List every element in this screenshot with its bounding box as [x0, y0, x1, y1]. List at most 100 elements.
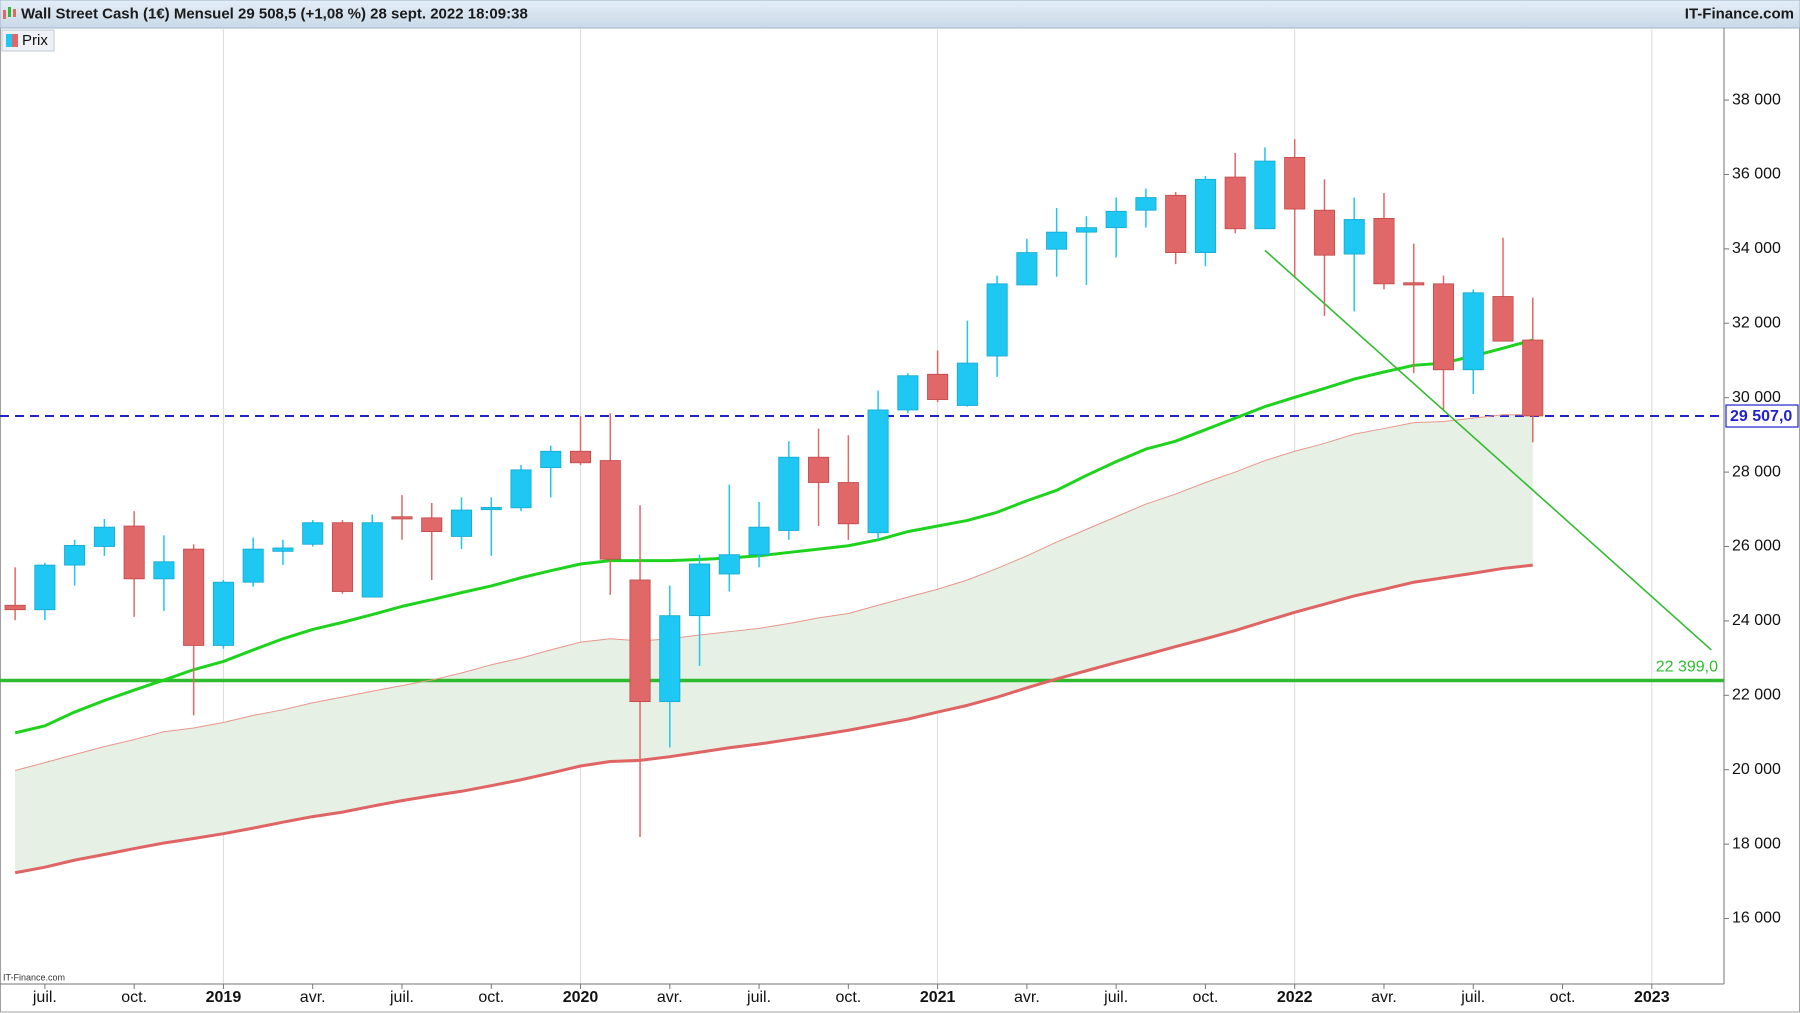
candle-body [34, 564, 56, 611]
x-tick-label: juil. [389, 989, 414, 1006]
legend-swatch-down [12, 34, 18, 47]
y-tick-label: 18 000 [1732, 835, 1781, 852]
x-tick-label: 2019 [206, 989, 242, 1006]
x-tick-label: juil. [32, 989, 57, 1006]
x-tick-label: juil. [746, 989, 771, 1006]
candle-body [1165, 194, 1187, 253]
y-tick-label: 34 000 [1732, 240, 1781, 257]
y-tick-label: 26 000 [1732, 538, 1781, 555]
level-label: 29 507,0 [1730, 408, 1792, 425]
y-tick-label: 22 000 [1732, 687, 1781, 704]
candle-body [361, 522, 383, 598]
x-tick-label: 2021 [920, 989, 956, 1006]
candle-body [153, 561, 175, 580]
y-tick-label: 20 000 [1732, 761, 1781, 778]
x-tick-label: juil. [1460, 989, 1485, 1006]
candle-body [510, 469, 532, 509]
candle-body [1105, 210, 1127, 229]
candle-body [1194, 178, 1216, 253]
x-tick-label: avr. [1371, 989, 1397, 1006]
candle-body [450, 509, 473, 537]
legend-swatch-up [6, 34, 12, 47]
candle-body [659, 615, 681, 703]
candle-body [212, 581, 234, 646]
moving-average-line [14, 563, 1533, 875]
y-tick-label: 16 000 [1732, 910, 1781, 927]
legend: Prix [1, 29, 55, 52]
candle-body [986, 283, 1008, 357]
x-tick-label: juil. [1103, 989, 1128, 1006]
candle-body [956, 362, 978, 406]
y-tick-label: 30 000 [1732, 389, 1781, 406]
candle-body [1492, 296, 1514, 342]
header-icon [3, 7, 16, 19]
header-title: Wall Street Cash (1€) Mensuel 29 508,5 (… [21, 5, 528, 22]
candle-body [1432, 283, 1455, 371]
candle-body [748, 526, 770, 556]
candle-body [1522, 339, 1544, 417]
band-fill [15, 414, 1533, 873]
y-tick-label: 36 000 [1732, 166, 1781, 183]
candle-body [1313, 209, 1335, 256]
candle-body [4, 604, 26, 611]
candle-body [808, 456, 830, 483]
candle-body [718, 554, 740, 575]
candle-body [837, 482, 859, 525]
candle-body [93, 526, 115, 547]
candle-body [1254, 160, 1276, 230]
candle-body [1046, 231, 1068, 250]
candle-body [302, 522, 324, 545]
header-bar [0, 0, 1800, 29]
x-tick-label: avr. [300, 989, 326, 1006]
x-tick-label: 2022 [1277, 989, 1313, 1006]
candle-body [1343, 219, 1365, 255]
plot-area [0, 29, 1724, 984]
candle-body [867, 409, 889, 534]
candle-body [927, 373, 949, 400]
candle-body [1373, 217, 1395, 285]
moving-average-line [14, 338, 1534, 735]
candle-body [1224, 176, 1246, 230]
x-tick-label: avr. [1014, 989, 1040, 1006]
x-tick-label: avr. [657, 989, 683, 1006]
x-tick-label: oct. [121, 989, 147, 1006]
watermark: IT-Finance.com [3, 972, 65, 982]
candle-body [689, 563, 711, 617]
candle-body [1284, 156, 1306, 210]
header-source: IT-Finance.com [1685, 5, 1794, 22]
x-tick-label: 2020 [563, 989, 599, 1006]
x-tick-label: oct. [478, 989, 504, 1006]
candle-body [570, 450, 592, 464]
candle-body [183, 548, 205, 646]
x-tick-label: oct. [1193, 989, 1219, 1006]
candle-body [1075, 227, 1097, 233]
candle-body [1462, 292, 1484, 371]
candle-body [1016, 252, 1038, 286]
y-tick-label: 24 000 [1732, 612, 1781, 629]
candle-body [540, 450, 562, 469]
level-label: 22 399,0 [1656, 659, 1718, 676]
candle-body [391, 516, 413, 520]
level-label-box [1725, 404, 1799, 428]
y-tick-label: 38 000 [1732, 91, 1781, 108]
trend-line [1264, 249, 1712, 651]
y-tick-label: 28 000 [1732, 463, 1781, 480]
candle-body [242, 548, 264, 583]
moving-average-line [14, 414, 1533, 771]
candle-body [123, 525, 145, 580]
candle-body [1135, 197, 1157, 211]
candle-body [778, 456, 800, 531]
candle-body [599, 460, 621, 560]
x-tick-label: 2023 [1634, 989, 1670, 1006]
candle-body [629, 579, 651, 703]
candle-body [331, 522, 353, 592]
candle-body [480, 507, 502, 511]
y-tick-label: 32 000 [1732, 314, 1781, 331]
candle-body [421, 517, 443, 533]
candle-body [897, 375, 919, 411]
x-tick-label: oct. [835, 989, 861, 1006]
candle-body [272, 547, 294, 552]
legend-label: Prix [22, 32, 48, 49]
